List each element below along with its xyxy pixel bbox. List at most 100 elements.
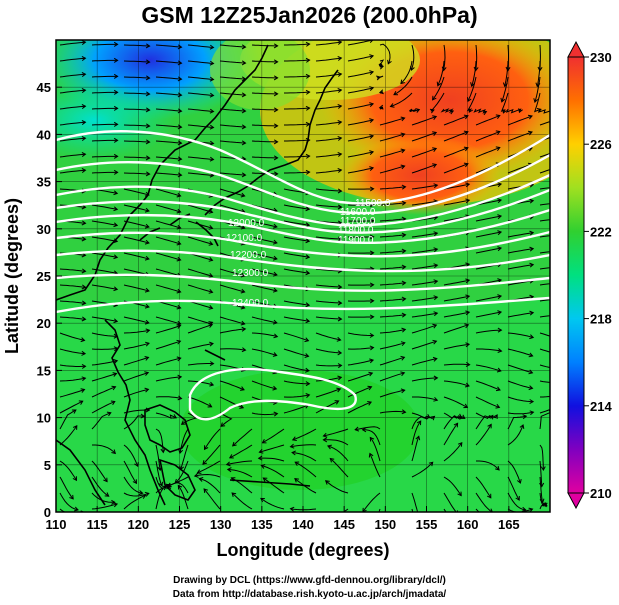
streamline [475,329,502,334]
streamline [476,348,502,352]
streamline [379,202,406,206]
streamline-arrowhead [337,350,343,356]
streamline-arrowhead [305,206,311,212]
streamline [155,236,181,245]
streamline [539,267,550,270]
streamline-arrowhead [177,44,183,50]
streamline-arrowhead [463,146,469,152]
streamline [443,147,469,158]
streamline-arrowhead [81,350,87,356]
streamline-arrowhead [334,400,340,405]
streamline [347,332,374,336]
streamline [251,140,278,143]
streamline-arrowhead [294,478,299,483]
x-tick-label: 145 [333,517,355,532]
streamline [411,148,437,158]
streamline-arrowhead [272,255,278,261]
streamline-arrowhead [400,79,405,85]
streamline-arrowhead [369,166,375,171]
credit-dcl: Drawing by DCL (https://www.gfd-dennou.o… [173,575,446,586]
streamline [411,280,438,286]
streamline-arrowhead [432,339,438,345]
streamline-arrowhead [305,302,311,308]
streamline [155,486,167,510]
streamline-arrowhead [113,359,119,364]
streamline-arrowhead [464,382,470,388]
streamline-arrowhead [272,352,278,357]
streamline [155,204,181,213]
streamline [507,232,534,238]
streamline-arrowhead [457,413,463,419]
streamline [283,364,309,372]
streamline-arrowhead [502,108,507,114]
streamline-arrowhead [401,327,407,333]
streamline [251,156,278,159]
streamline-arrowhead [273,91,279,97]
streamline-arrowhead [432,163,438,169]
streamline-arrowhead [529,230,535,236]
streamline-arrowhead [273,75,279,81]
streamline-arrowhead [273,411,279,417]
streamline [123,356,149,366]
streamline-arrowhead [562,393,566,397]
streamline-arrowhead [198,477,204,482]
streamline [443,442,463,462]
y-tick-label: 10 [37,411,51,426]
streamline-arrowhead [176,256,182,262]
streamline [180,444,189,470]
streamline [91,236,118,242]
streamline [315,332,341,341]
streamline-arrowhead [273,155,279,161]
streamline-arrowhead [209,124,215,130]
streamline [347,372,373,382]
streamline [155,376,182,382]
streamline-arrowhead [328,521,332,525]
streamline-arrowhead [400,371,406,377]
streamline-arrowhead [272,239,278,245]
streamline [369,437,381,462]
streamline-arrowhead [203,488,209,493]
streamline [507,312,534,318]
streamline-arrowhead [145,155,151,161]
streamline [443,115,469,126]
streamline [315,364,342,367]
streamline [229,444,253,459]
streamline-arrowhead [113,502,119,508]
streamline [507,131,533,142]
streamline-arrowhead [166,482,172,488]
streamline-arrowhead [337,363,343,369]
streamline [187,124,214,128]
streamline-arrowhead [468,107,474,113]
streamline [475,415,494,430]
streamline [219,328,246,334]
streamline-arrowhead [369,218,375,224]
streamline [283,332,309,342]
streamline [187,92,214,96]
streamline-arrowhead [465,342,471,348]
streamline-arrowhead [111,385,117,391]
streamline [219,284,245,293]
x-tick-label: 120 [127,517,149,532]
streamline [251,92,278,95]
streamline [251,284,278,292]
streamline-arrowhead [113,73,119,79]
streamline [379,186,406,190]
streamline-arrowhead [81,168,87,173]
streamline [475,131,500,142]
streamline [197,460,221,474]
streamline [507,460,521,484]
streamline [411,312,438,318]
streamline-arrowhead [305,153,311,159]
contour-label: 12400.0 [232,298,269,309]
streamline [443,311,470,318]
streamline [323,439,349,446]
streamline-arrowhead [482,110,488,116]
streamline-arrowhead [369,234,375,240]
streamline-arrowhead [81,300,87,306]
streamline [539,412,550,430]
streamline [123,342,150,350]
streamline-arrowhead [428,461,434,467]
streamline [411,377,438,382]
streamline-arrowhead [465,310,471,316]
streamline [315,236,342,240]
